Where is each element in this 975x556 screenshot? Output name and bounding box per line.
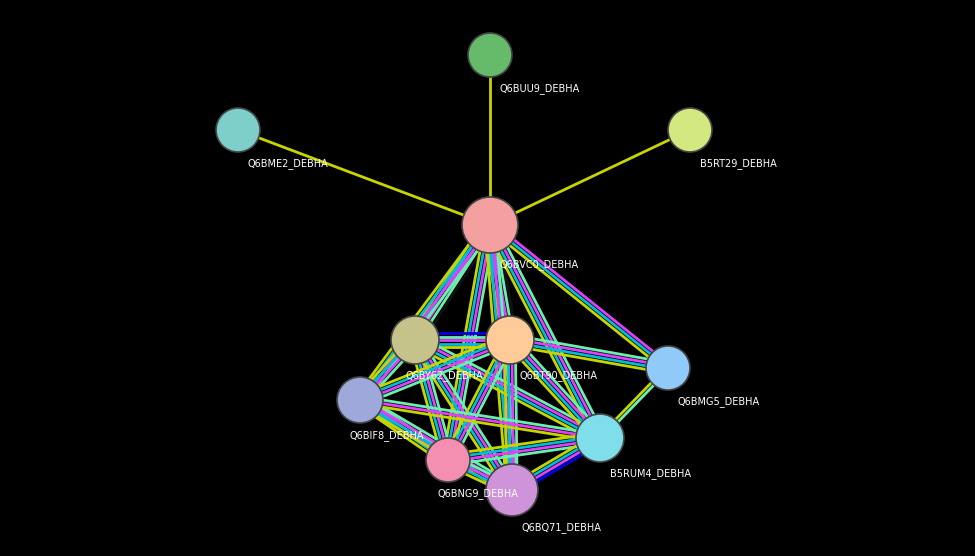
Circle shape — [462, 197, 518, 253]
Text: Q6BNG9_DEBHA: Q6BNG9_DEBHA — [438, 488, 519, 499]
Circle shape — [337, 377, 383, 423]
Text: Q6BT90_DEBHA: Q6BT90_DEBHA — [520, 370, 598, 381]
Text: Q6BQ71_DEBHA: Q6BQ71_DEBHA — [522, 522, 602, 533]
Text: Q6BMG5_DEBHA: Q6BMG5_DEBHA — [678, 396, 761, 407]
Circle shape — [468, 33, 512, 77]
Text: B5RT29_DEBHA: B5RT29_DEBHA — [700, 158, 777, 169]
Text: Q6BUU9_DEBHA: Q6BUU9_DEBHA — [500, 83, 580, 94]
Circle shape — [486, 464, 538, 516]
Circle shape — [668, 108, 712, 152]
Circle shape — [486, 316, 534, 364]
Text: Q6BVC0_DEBHA: Q6BVC0_DEBHA — [500, 259, 579, 270]
Text: Q6BY62_DEBHA: Q6BY62_DEBHA — [405, 370, 483, 381]
Circle shape — [646, 346, 690, 390]
Text: Q6BME2_DEBHA: Q6BME2_DEBHA — [248, 158, 329, 169]
Circle shape — [391, 316, 439, 364]
Circle shape — [576, 414, 624, 462]
Text: B5RUM4_DEBHA: B5RUM4_DEBHA — [610, 468, 691, 479]
Circle shape — [216, 108, 260, 152]
Text: Q6BIF8_DEBHA: Q6BIF8_DEBHA — [350, 430, 424, 441]
Circle shape — [426, 438, 470, 482]
